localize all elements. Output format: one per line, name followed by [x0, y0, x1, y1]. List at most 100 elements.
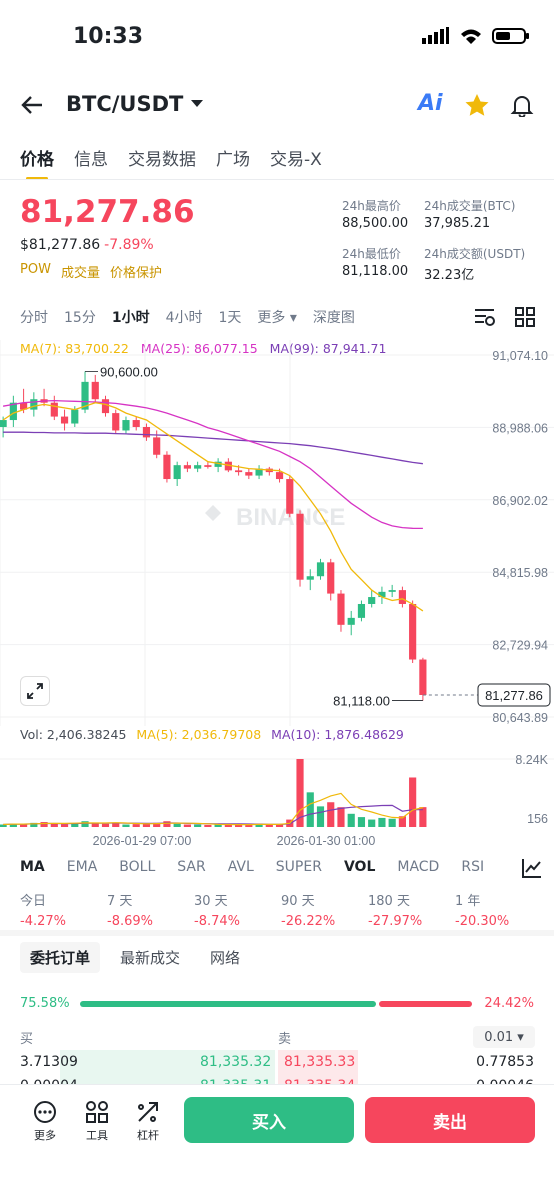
- volume-chart[interactable]: 8.24K 156 2026-01-29 07:00 2026-01-30 01:00: [0, 745, 554, 850]
- chart-settings-icon[interactable]: [474, 308, 496, 326]
- perf-1y: 1 年 -20.30%: [455, 894, 510, 929]
- buy-button[interactable]: 买入: [184, 1097, 354, 1143]
- chevron-down-icon: ▾: [517, 1029, 524, 1045]
- more-icon: [34, 1101, 56, 1123]
- ind-ema[interactable]: EMA: [66, 859, 98, 875]
- pair-selector[interactable]: BTC/USDT: [66, 92, 204, 116]
- interval-more[interactable]: 更多 ▾: [257, 310, 297, 326]
- sell-button[interactable]: 卖出: [365, 1097, 535, 1143]
- indicator-settings[interactable]: [510, 848, 554, 888]
- tag-pow[interactable]: POW: [20, 262, 51, 277]
- last-price: 81,277.86: [20, 194, 195, 230]
- tab-trade-x[interactable]: 交易-X: [270, 150, 322, 170]
- volume-bar: [337, 807, 345, 827]
- tabs-divider: [0, 179, 554, 180]
- tab-price[interactable]: 价格: [20, 145, 54, 180]
- bid-price[interactable]: 81,335.32: [200, 1054, 272, 1070]
- volume-bar: [30, 822, 38, 827]
- fiat-value: $81,277.86: [20, 237, 101, 253]
- caret-down-icon: [191, 100, 204, 107]
- tab-info[interactable]: 信息: [74, 150, 108, 170]
- precision-value: 0.01: [484, 1029, 514, 1045]
- ask-qty: 0.77853: [476, 1054, 534, 1070]
- volume-bar: [398, 816, 406, 827]
- candle-body: [20, 402, 28, 410]
- volume-bar: [378, 817, 386, 827]
- tab-square[interactable]: 广场: [216, 150, 250, 170]
- tag-price-protect[interactable]: 价格保护: [109, 266, 162, 281]
- ind-boll[interactable]: BOLL: [119, 859, 156, 875]
- interval-bar: 分时 15分 1小时 4小时 1天 更多 ▾ 深度图: [20, 307, 355, 327]
- ind-rsi[interactable]: RSI: [461, 859, 485, 875]
- interval-1d[interactable]: 1天: [218, 310, 242, 326]
- candle-body: [296, 513, 304, 580]
- tab-trade-data[interactable]: 交易数据: [128, 150, 196, 170]
- low-label: 81,118.00: [333, 694, 390, 709]
- fullscreen-button[interactable]: [20, 676, 50, 706]
- candle-body: [173, 465, 181, 480]
- interval-time[interactable]: 分时: [20, 310, 48, 326]
- tags: POW 成交量 价格保护: [20, 262, 162, 281]
- candle-body: [60, 416, 69, 424]
- depth-chart-tab[interactable]: 深度图: [312, 310, 355, 326]
- interval-15m[interactable]: 15分: [64, 310, 96, 326]
- candle-body: [378, 591, 386, 598]
- vol-ma5: MA(5): 2,036.79708: [136, 727, 262, 742]
- vol-tick-max: 8.24K: [515, 753, 548, 767]
- precision-select[interactable]: 0.01 ▾: [473, 1026, 535, 1048]
- ind-vol[interactable]: VOL: [343, 859, 376, 875]
- volume-bar: [60, 824, 69, 827]
- ind-macd[interactable]: MACD: [397, 859, 440, 875]
- interval-1h[interactable]: 1小时: [111, 310, 150, 326]
- ind-ma[interactable]: MA: [20, 859, 45, 875]
- status-icons: [422, 27, 530, 45]
- leverage-button[interactable]: 杠杆: [131, 1100, 165, 1143]
- tab-network[interactable]: 网络: [210, 949, 241, 967]
- ask-price[interactable]: 81,335.33: [284, 1054, 356, 1070]
- candle-body: [409, 603, 417, 660]
- more-button[interactable]: 更多: [28, 1100, 62, 1143]
- star-icon[interactable]: [464, 93, 490, 117]
- volume-bar: [91, 822, 99, 827]
- volume-bar: [40, 822, 48, 827]
- candle-body: [183, 465, 191, 469]
- pair-title: BTC/USDT: [66, 92, 184, 116]
- volume-bar: [316, 806, 325, 827]
- interval-4h[interactable]: 4小时: [165, 310, 203, 326]
- candle-body: [419, 659, 427, 695]
- candle-body: [204, 465, 212, 467]
- ma25-line: [2, 399, 423, 530]
- candle-body: [224, 461, 232, 471]
- tab-orderbook[interactable]: 委托订单: [20, 942, 101, 973]
- leverage-label: 杠杆: [137, 1129, 159, 1142]
- tag-volume[interactable]: 成交量: [60, 266, 100, 281]
- tab-trades[interactable]: 最新成交: [120, 949, 181, 967]
- bell-icon[interactable]: [510, 93, 534, 117]
- leverage-icon: [138, 1102, 158, 1122]
- volume-legend: Vol: 2,406.38245 MA(5): 2,036.79708 MA(1…: [20, 727, 404, 742]
- wifi-icon: [461, 29, 481, 44]
- tools-icon: [86, 1101, 108, 1123]
- ai-icon[interactable]: Ai: [418, 91, 443, 116]
- last-price-tag: [477, 683, 551, 707]
- ind-sar[interactable]: SAR: [177, 859, 206, 875]
- back-arrow-icon[interactable]: [20, 94, 44, 116]
- volume-bar: [275, 824, 284, 827]
- stat-vol-usdt: 24h成交额(USDT) 32.23亿: [424, 247, 526, 283]
- stat-high: 24h最高价 88,500.00: [342, 199, 409, 231]
- ind-super[interactable]: SUPER: [275, 859, 322, 875]
- fiat-price: $81,277.86 -7.89%: [20, 237, 154, 253]
- grid-layout-icon[interactable]: [515, 307, 535, 327]
- ind-avl[interactable]: AVL: [227, 859, 254, 875]
- candle-body: [316, 562, 325, 577]
- price-change: -7.89%: [104, 237, 154, 253]
- ma-legend: MA(7): 83,700.22 MA(25): 86,077.15 MA(99…: [20, 341, 386, 356]
- volume-bar: [265, 824, 273, 827]
- tools-button[interactable]: 工具: [80, 1100, 114, 1143]
- watermark-logo: [205, 505, 221, 521]
- candle-body: [81, 381, 89, 410]
- price-chart[interactable]: 91,074.10 88,988.06 86,902.02 84,815.98 82,7…: [0, 340, 554, 726]
- volume-bar: [419, 807, 427, 827]
- volume-bar: [71, 823, 79, 827]
- volume-bar: [101, 823, 110, 827]
